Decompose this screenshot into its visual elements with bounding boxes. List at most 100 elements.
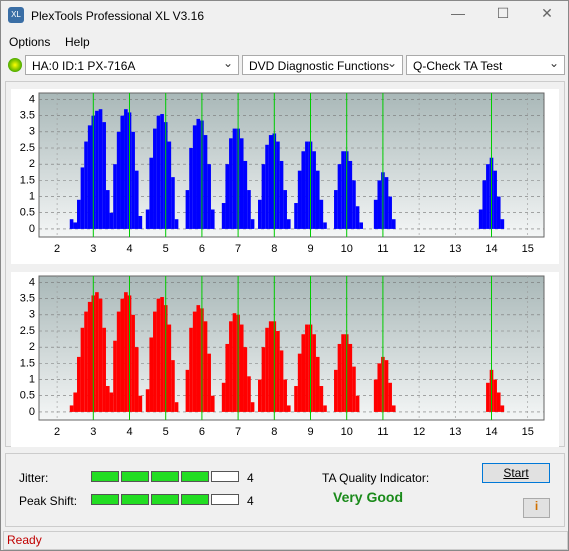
bar	[250, 402, 255, 412]
bar	[239, 138, 244, 229]
bar	[268, 135, 273, 229]
bar	[250, 219, 255, 229]
x-tick-label: 13	[449, 243, 461, 255]
bar	[124, 292, 128, 412]
bar	[149, 157, 154, 229]
bar	[229, 321, 233, 412]
test-select[interactable]: Q-Check TA Test	[406, 53, 565, 75]
bar	[87, 125, 92, 229]
bar	[243, 347, 248, 412]
bar	[102, 327, 106, 412]
bar	[210, 209, 215, 229]
menu-item[interactable]: Help	[65, 35, 90, 49]
bar	[294, 386, 298, 412]
bar	[153, 128, 157, 229]
maximize[interactable]: ☐	[496, 5, 510, 21]
bar	[189, 327, 193, 412]
bar	[486, 382, 490, 412]
bar	[486, 164, 490, 229]
bar	[377, 363, 382, 412]
bar	[80, 167, 85, 229]
bar	[102, 122, 106, 229]
bar	[319, 386, 324, 412]
minimize[interactable]: —	[451, 5, 465, 21]
bar	[261, 164, 266, 229]
bar	[109, 392, 114, 412]
bar	[286, 405, 291, 412]
bar	[355, 395, 360, 412]
bar	[279, 350, 284, 412]
bar	[105, 386, 110, 412]
bar	[301, 334, 306, 412]
bar	[297, 170, 302, 229]
bar	[258, 379, 262, 412]
bar	[185, 369, 190, 412]
start-button[interactable]: Start	[482, 463, 550, 483]
bar	[276, 331, 280, 412]
y-tick-label: 1.5	[20, 357, 35, 369]
close[interactable]: ✕	[541, 5, 553, 21]
bar	[138, 395, 143, 412]
bar	[496, 392, 501, 412]
bar	[247, 376, 251, 412]
bar	[160, 297, 164, 412]
menu-item[interactable]: Options	[9, 35, 51, 49]
x-tick-label: 11	[377, 426, 388, 438]
bar	[388, 196, 392, 229]
bar	[116, 131, 121, 229]
x-tick-label: 8	[271, 426, 277, 438]
info-button[interactable]: i	[523, 498, 550, 518]
bar	[388, 382, 392, 412]
bar	[73, 222, 78, 229]
x-tick-label: 9	[307, 243, 313, 255]
bar	[239, 324, 244, 412]
bar	[225, 164, 230, 229]
bar	[265, 327, 269, 412]
bar	[337, 164, 342, 229]
chart: 0 0.5 1 1.5 2 2.5 3 3.5 4 2 3 4 5 6 7 8 9 10 11 12 13 14 15	[11, 272, 559, 447]
bar	[69, 405, 74, 412]
y-tick-label: 0	[29, 406, 35, 418]
peak-shift-value: 4	[247, 494, 254, 508]
bar	[232, 313, 237, 412]
bar	[341, 151, 345, 229]
bar	[95, 110, 99, 229]
x-tick-label: 3	[90, 243, 96, 255]
bar	[116, 311, 121, 412]
bar	[98, 109, 103, 229]
x-tick-label: 15	[522, 426, 534, 438]
bar	[348, 160, 353, 229]
bar	[341, 334, 345, 412]
bar	[203, 135, 208, 229]
bar	[77, 199, 81, 229]
x-tick-label: 12	[413, 243, 425, 255]
bar	[373, 379, 378, 412]
bar	[207, 353, 211, 412]
bar	[334, 190, 338, 229]
bar	[221, 382, 226, 412]
bar	[312, 334, 316, 412]
x-tick-label: 6	[199, 426, 205, 438]
function-select[interactable]: DVD Diagnostic Functions	[242, 53, 403, 75]
y-tick-label: 1	[29, 190, 35, 202]
quality-label: TA Quality Indicator:	[322, 471, 430, 485]
bar	[196, 118, 201, 229]
y-tick-label: 2	[29, 158, 35, 170]
x-tick-label: 10	[341, 426, 353, 438]
bar	[294, 203, 298, 229]
bar	[156, 115, 161, 229]
bar	[301, 151, 306, 229]
bar	[109, 212, 114, 229]
x-tick-label: 5	[163, 426, 169, 438]
drive-select[interactable]: HA:0 ID:1 PX-716A	[25, 53, 239, 75]
bar	[377, 180, 382, 229]
bar	[243, 160, 248, 229]
bar	[149, 337, 154, 412]
bar	[203, 321, 208, 412]
x-tick-label: 5	[163, 243, 169, 255]
bar	[131, 131, 135, 229]
bar	[482, 180, 487, 229]
x-tick-label: 11	[377, 243, 388, 255]
peak-shift-meter	[91, 492, 241, 506]
y-tick-label: 2.5	[20, 142, 35, 154]
